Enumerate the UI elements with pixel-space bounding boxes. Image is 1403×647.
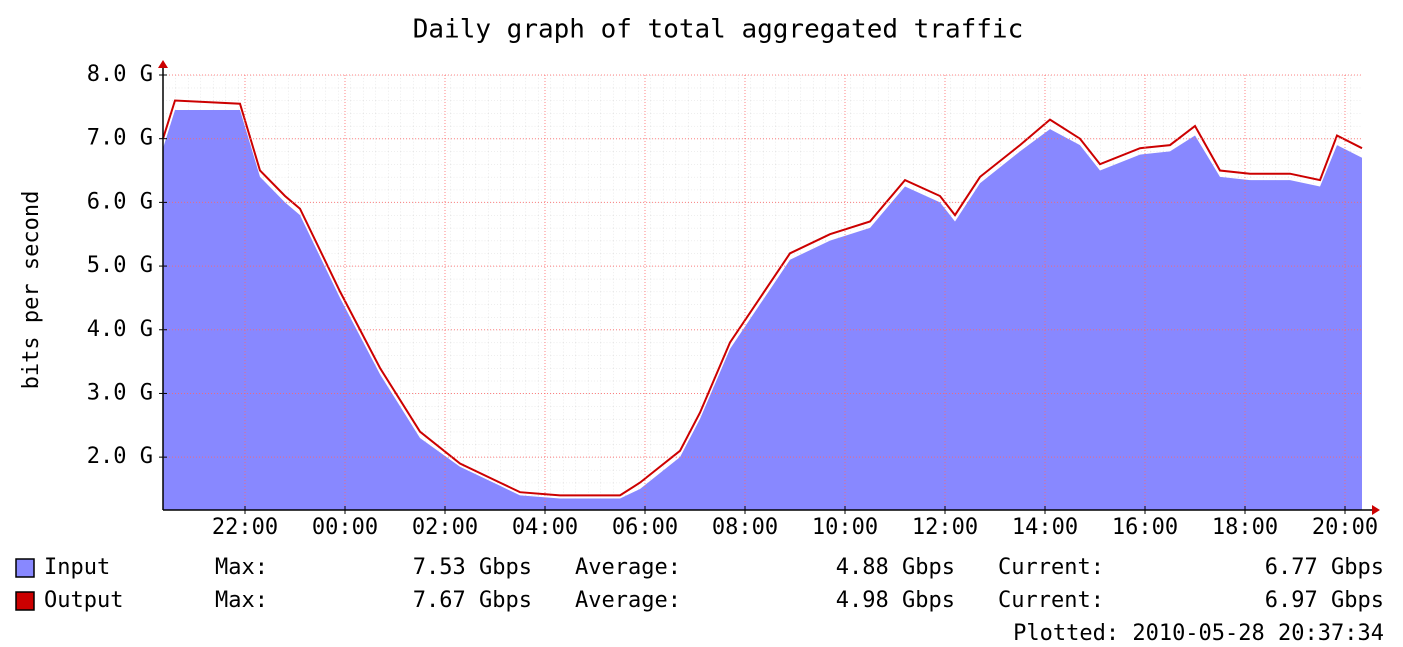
y-tick-label: 5.0 G <box>87 253 153 278</box>
x-tick-label: 06:00 <box>612 515 678 540</box>
chart-title: Daily graph of total aggregated traffic <box>413 15 1023 45</box>
x-tick-label: 22:00 <box>212 515 278 540</box>
y-tick-label: 3.0 G <box>87 380 153 405</box>
legend-label: Output <box>44 588 123 613</box>
x-tick-label: 00:00 <box>312 515 378 540</box>
legend-label: Input <box>44 555 110 580</box>
x-tick-label: 12:00 <box>912 515 978 540</box>
legend-stat: Current: <box>998 588 1104 613</box>
legend-stat: 4.98 Gbps <box>836 588 955 613</box>
y-tick-label: 4.0 G <box>87 317 153 342</box>
legend-stat: Max: <box>215 588 268 613</box>
y-tick-label: 7.0 G <box>87 126 153 151</box>
legend-stat: Max: <box>215 555 268 580</box>
y-tick-label: 2.0 G <box>87 444 153 469</box>
x-tick-label: 18:00 <box>1212 515 1278 540</box>
legend-stat: Current: <box>998 555 1104 580</box>
x-tick-label: 02:00 <box>412 515 478 540</box>
y-axis-label: bits per second <box>19 191 44 390</box>
x-tick-label: 20:00 <box>1312 515 1378 540</box>
x-tick-label: 16:00 <box>1112 515 1178 540</box>
legend-stat: 4.88 Gbps <box>836 555 955 580</box>
plot <box>162 99 1363 510</box>
legend-stat: 6.77 Gbps <box>1265 555 1384 580</box>
x-tick-label: 14:00 <box>1012 515 1078 540</box>
legend-stat: 7.67 Gbps <box>413 588 532 613</box>
y-tick-label: 8.0 G <box>87 62 153 87</box>
legend-swatch <box>15 558 35 578</box>
input-area <box>163 110 1362 510</box>
x-arrow <box>1372 505 1380 515</box>
x-tick-label: 08:00 <box>712 515 778 540</box>
legend-stat: 7.53 Gbps <box>413 555 532 580</box>
legend-stat: 6.97 Gbps <box>1265 588 1384 613</box>
y-arrow <box>158 60 168 68</box>
y-tick-label: 6.0 G <box>87 189 153 214</box>
legend-stat: Average: <box>575 555 681 580</box>
legend-swatch <box>15 591 35 611</box>
legend-stat: Average: <box>575 588 681 613</box>
x-tick-label: 10:00 <box>812 515 878 540</box>
output-line <box>162 99 1363 497</box>
footer: Plotted: 2010-05-28 20:37:34 <box>1013 621 1384 646</box>
x-tick-label: 04:00 <box>512 515 578 540</box>
